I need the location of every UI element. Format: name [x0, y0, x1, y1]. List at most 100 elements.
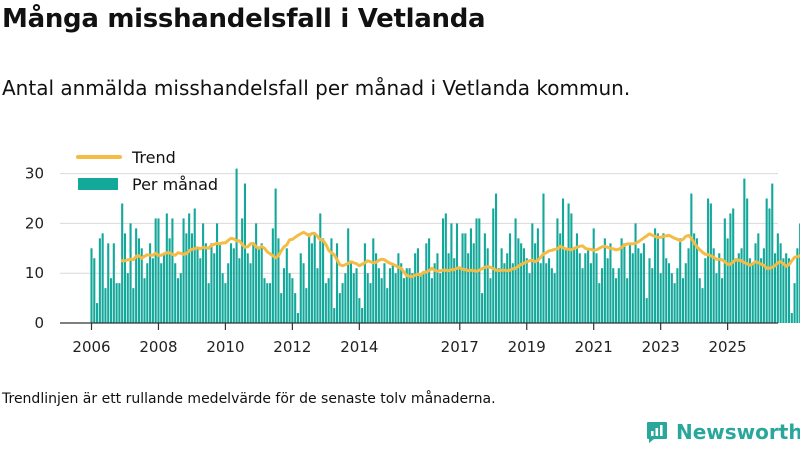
x-tick-label: 2021: [575, 338, 613, 356]
bar: [495, 193, 498, 323]
bar: [305, 288, 308, 323]
legend-label-per-month: Per månad: [132, 175, 218, 194]
bar: [419, 273, 422, 323]
bar: [640, 253, 643, 323]
bar: [425, 243, 428, 323]
bar: [676, 268, 679, 323]
y-tick-label: 10: [25, 264, 44, 282]
bar: [333, 308, 336, 323]
bar: [687, 248, 690, 323]
legend-per-month-swatch: [78, 178, 118, 190]
bar: [433, 263, 436, 323]
bar: [603, 238, 606, 323]
x-tick-label: 2019: [508, 338, 546, 356]
bar: [104, 288, 107, 323]
bar: [257, 248, 260, 323]
bar: [377, 268, 380, 323]
bar: [556, 218, 559, 323]
bar: [581, 268, 584, 323]
bar: [469, 228, 472, 323]
bar: [229, 243, 233, 323]
bar: [483, 233, 486, 323]
bar: [447, 253, 450, 323]
bar: [637, 248, 640, 323]
x-tick-label: 2010: [206, 338, 244, 356]
legend: Trend Per månad: [76, 148, 218, 194]
bar: [397, 253, 400, 323]
bar: [667, 263, 671, 323]
bar: [631, 253, 634, 323]
bar: [779, 243, 782, 323]
bar: [316, 268, 319, 323]
bar: [121, 203, 124, 323]
x-tick-label: 2008: [139, 338, 177, 356]
bar: [118, 283, 121, 323]
bar: [310, 243, 313, 323]
bar: [514, 218, 517, 323]
bar: [467, 253, 470, 323]
bar: [762, 248, 765, 323]
bar: [626, 278, 629, 323]
bar: [458, 268, 461, 323]
bar: [101, 233, 104, 323]
bar: [394, 273, 397, 323]
bar: [243, 183, 246, 323]
bar: [246, 253, 249, 323]
bar: [115, 283, 118, 323]
chart-title: Många misshandelsfall i Vetlanda: [2, 4, 486, 34]
bar: [695, 238, 698, 323]
bar: [751, 263, 754, 323]
bar: [567, 203, 570, 323]
bar: [589, 263, 592, 323]
bar: [461, 233, 464, 323]
bar: [224, 283, 227, 323]
bar: [112, 243, 115, 323]
bar: [199, 258, 202, 323]
bar: [489, 278, 492, 323]
bar: [690, 193, 693, 323]
bar: [715, 273, 718, 323]
bar: [645, 298, 648, 323]
bar: [486, 248, 489, 323]
bar: [98, 238, 101, 323]
brand: Newsworthy: [645, 420, 800, 444]
bar: [606, 258, 609, 323]
bar: [707, 198, 710, 323]
bar: [335, 243, 339, 323]
bar: [416, 248, 419, 323]
bar: [227, 263, 230, 323]
bar: [341, 283, 344, 323]
brand-name: Newsworthy: [676, 420, 800, 444]
bar: [347, 228, 350, 323]
bar: [179, 273, 182, 323]
bar: [324, 283, 327, 323]
bar: [793, 283, 796, 323]
bar: [271, 228, 274, 323]
bar: [372, 238, 375, 323]
bar: [536, 228, 539, 323]
bar: [291, 278, 294, 323]
bar: [363, 243, 366, 323]
bar: [202, 223, 205, 323]
bar: [531, 223, 534, 323]
bar: [430, 278, 433, 323]
bar: [796, 248, 799, 323]
bar: [107, 243, 110, 323]
bar: [542, 193, 545, 323]
bar: [143, 278, 146, 323]
bar: [525, 258, 528, 323]
bar: [790, 313, 793, 323]
bar: [453, 258, 456, 323]
x-tick-label: 2014: [340, 338, 378, 356]
y-tick-label: 0: [34, 314, 44, 332]
bar: [361, 308, 364, 323]
bar: [450, 223, 453, 323]
bar: [288, 273, 291, 323]
bar: [439, 273, 442, 323]
bar: [665, 258, 668, 323]
bar: [614, 278, 618, 323]
bar: [718, 253, 721, 323]
bar: [444, 213, 447, 323]
bar: [679, 238, 682, 323]
bar: [149, 243, 152, 323]
